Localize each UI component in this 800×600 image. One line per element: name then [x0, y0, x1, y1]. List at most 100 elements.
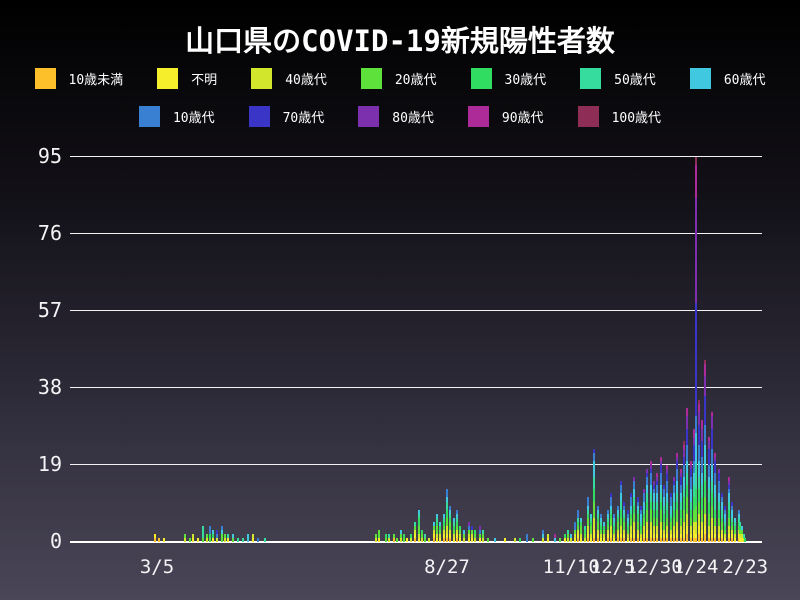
bar-segment — [663, 533, 666, 538]
bar-segment — [613, 537, 616, 542]
bar-segment — [724, 505, 727, 510]
stacked-bar-11-8 — [566, 529, 569, 542]
stacked-bar-7-15 — [374, 533, 377, 542]
bar-segment — [600, 537, 603, 542]
stacked-bar-10-31 — [553, 533, 556, 542]
bar-segment — [692, 444, 695, 461]
bar-segment — [417, 509, 420, 514]
bar-segment — [666, 537, 669, 542]
bar-segment — [692, 509, 695, 522]
bar-segment — [701, 485, 704, 498]
bar-segment — [610, 525, 613, 534]
legend-swatch — [577, 106, 599, 127]
bar-segment — [672, 493, 675, 502]
bar-segment — [697, 444, 700, 461]
bar-segment — [697, 477, 700, 490]
bar-segment — [606, 513, 609, 518]
bar-segment — [629, 533, 632, 538]
bar-segment — [724, 529, 727, 534]
x-axis-label: 12/5 — [589, 556, 636, 578]
bar-segment — [455, 529, 458, 534]
stacked-bar-1-21 — [689, 461, 692, 542]
bar-segment — [470, 529, 473, 534]
bar-segment — [399, 529, 402, 534]
bar-segment — [247, 533, 250, 542]
bar-segment — [663, 529, 666, 534]
legend-swatch — [580, 68, 602, 89]
bar-segment — [701, 473, 704, 486]
bar-segment — [212, 537, 215, 542]
stacked-bar-9-2 — [455, 509, 458, 542]
bar-segment — [727, 509, 730, 518]
stacked-bar-2-15 — [730, 501, 733, 542]
bar-segment — [455, 533, 458, 538]
bar-segment — [656, 537, 659, 542]
bar-segment — [682, 448, 685, 457]
bar-segment — [593, 460, 596, 478]
bar-segment — [436, 513, 439, 518]
bar-segment — [744, 537, 747, 542]
stacked-bar-10-27 — [547, 533, 550, 542]
bar-segment — [689, 461, 692, 466]
bar-segment — [686, 533, 689, 542]
bar-segment — [623, 521, 626, 530]
bar-segment — [672, 533, 675, 538]
stacked-bar-4-10 — [215, 529, 218, 542]
bar-segment — [666, 465, 669, 470]
stacked-bar-8-3 — [406, 537, 409, 542]
bar-segment — [701, 456, 704, 474]
bar-segment — [603, 529, 606, 534]
bar-segment — [417, 525, 420, 534]
bar-segment — [636, 513, 639, 522]
bar-segment — [672, 501, 675, 510]
legend-swatch — [467, 106, 489, 127]
bar-segment — [646, 477, 649, 486]
bar-segment — [730, 505, 733, 510]
bar-segment — [633, 537, 636, 542]
bar-segment — [707, 489, 710, 502]
bar-segment — [676, 469, 679, 482]
stacked-bar-9-4 — [459, 525, 462, 542]
legend-item: 30歳代 — [470, 68, 546, 89]
bar-segment — [409, 537, 412, 542]
bar-segment — [666, 509, 669, 518]
bar-segment — [714, 461, 717, 474]
bar-segment — [414, 533, 417, 538]
bar-segment — [697, 525, 700, 534]
bar-segment — [739, 525, 742, 530]
bar-segment — [701, 440, 704, 457]
stacked-bar-12-12 — [623, 501, 626, 542]
bar-segment — [445, 509, 448, 518]
bar-segment — [679, 509, 682, 518]
bar-segment — [606, 537, 609, 542]
bar-segment — [639, 513, 642, 522]
legend-label: 10歳代 — [172, 111, 215, 126]
bar-segment — [613, 525, 616, 530]
bar-segment — [692, 485, 695, 498]
bar-segment — [707, 436, 710, 441]
bar-segment — [154, 533, 157, 538]
bar-segment — [633, 505, 636, 514]
bar-segment — [629, 505, 632, 510]
bar-segment — [682, 497, 685, 510]
bar-segment — [669, 497, 672, 506]
bar-segment — [676, 501, 679, 510]
bar-segment — [442, 521, 445, 526]
bar-segment — [676, 529, 679, 538]
bar-segment — [643, 537, 646, 542]
bar-segment — [697, 404, 700, 413]
legend-item: 40歳代 — [251, 68, 327, 89]
bar-segment — [697, 501, 700, 514]
bar-segment — [633, 521, 636, 530]
bar-segment — [619, 537, 622, 542]
bar-segment — [629, 493, 632, 498]
bar-segment — [727, 537, 730, 542]
stacked-bar-8-5 — [409, 533, 412, 542]
bar-segment — [610, 517, 613, 526]
bar-segment — [659, 493, 662, 502]
bar-segment — [162, 537, 165, 542]
bar-segment — [586, 533, 589, 538]
bar-segment — [442, 529, 445, 534]
stacked-bar-9-18 — [482, 529, 485, 542]
bar-segment — [467, 529, 470, 534]
